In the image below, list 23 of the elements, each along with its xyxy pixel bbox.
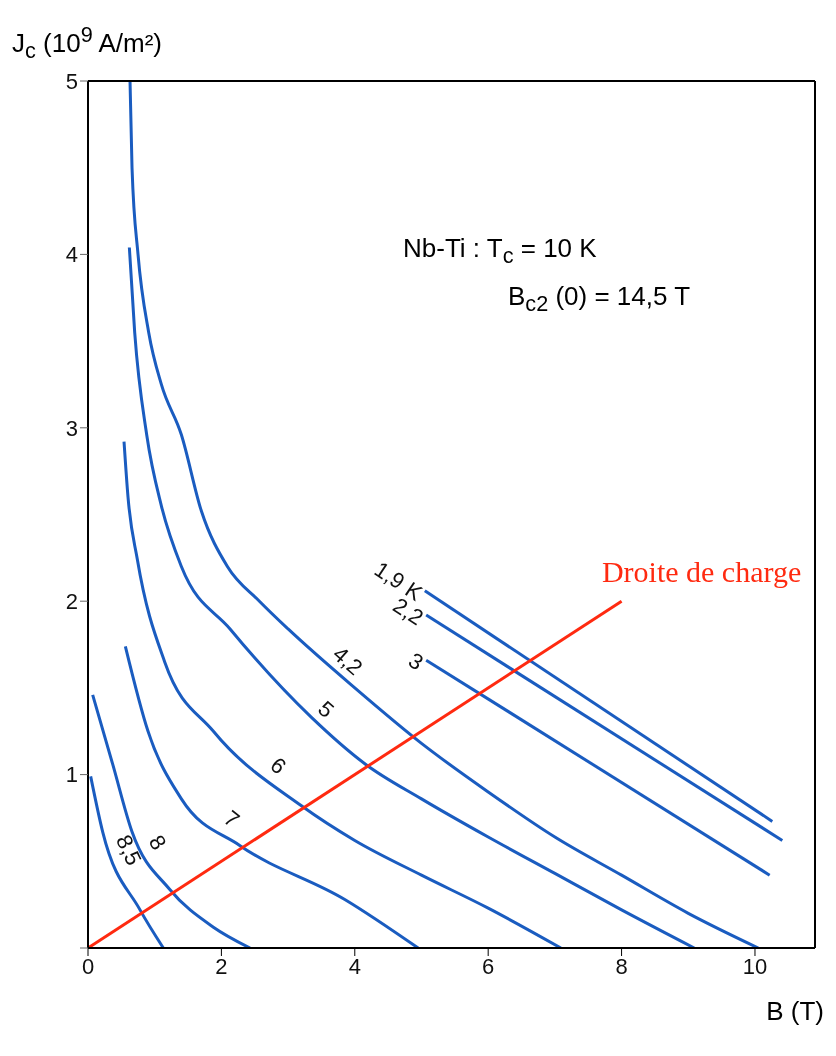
y-tick-label: 4	[65, 242, 78, 268]
series-label: Droite de charge	[601, 555, 802, 589]
annotation: B$_{c2}$ (0) = 14,5 T	[508, 281, 691, 318]
annotation: Nb-Ti : T$_{c}$ = 10 K	[403, 233, 597, 270]
x-tick-label: 6	[482, 953, 495, 979]
x-axis-title: B (T)	[766, 996, 824, 1027]
text: 3	[404, 647, 428, 676]
text: 6	[265, 752, 292, 780]
text: 5	[313, 695, 339, 723]
x-tick-label: 2	[215, 953, 228, 979]
y-tick-label: 5	[65, 68, 78, 94]
x-tick-label: 8	[615, 953, 628, 979]
x-tick-label: 4	[348, 953, 361, 979]
y-tick-label: 2	[65, 589, 78, 615]
text: 7	[219, 805, 245, 833]
y-axis-title: J$_{c}$ (10$^{9}$ A/m²)	[12, 22, 163, 64]
y-tick-label: 3	[65, 415, 78, 441]
x-tick-label: 0	[81, 953, 95, 979]
line-series	[91, 693, 252, 948]
x-tick-label: 10	[742, 953, 768, 979]
text: 4,2	[328, 641, 368, 681]
y-tick-label: 1	[65, 762, 78, 788]
line-series	[89, 774, 165, 948]
